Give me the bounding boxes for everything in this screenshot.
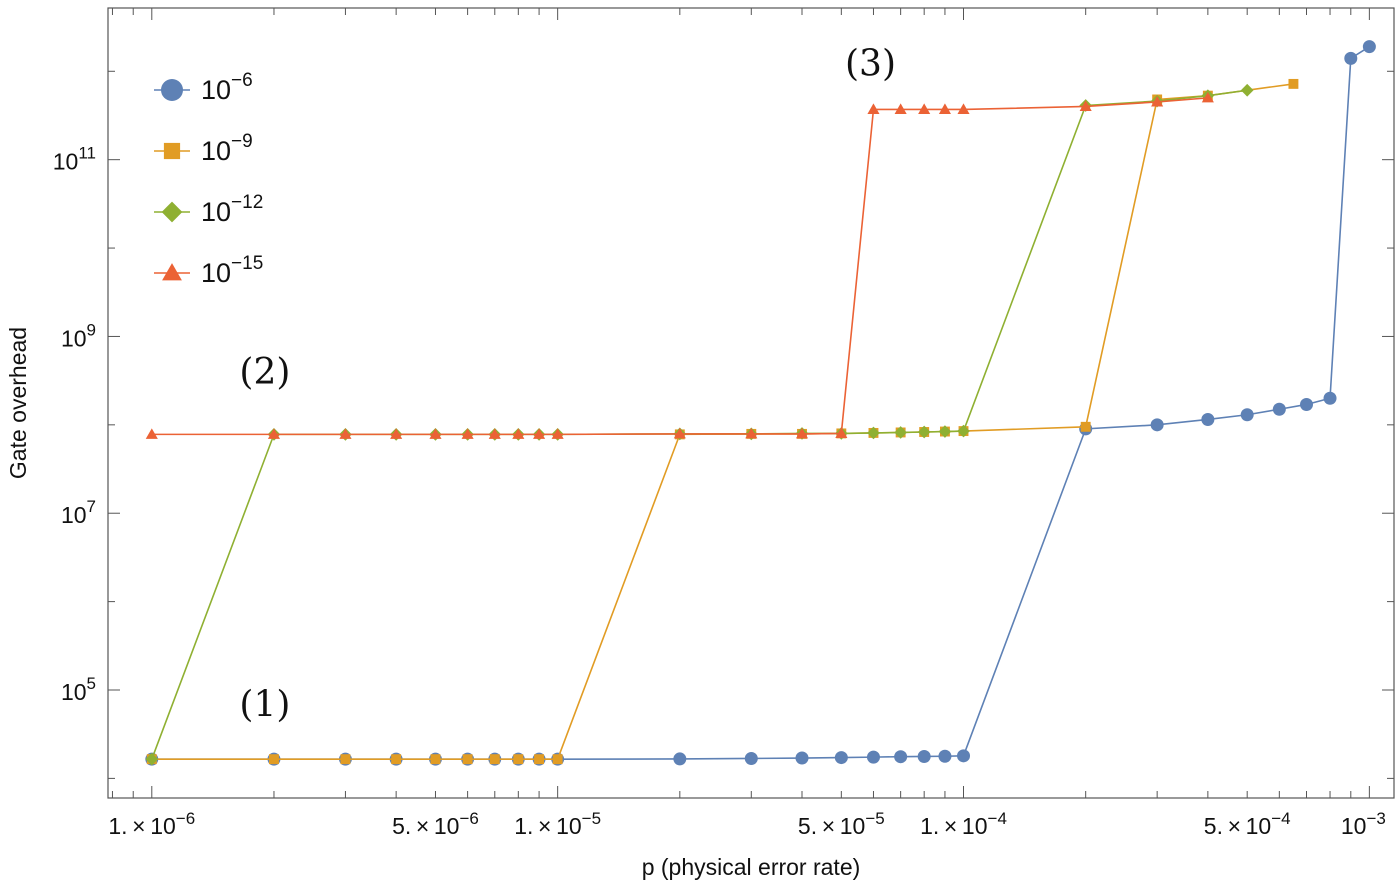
data-point xyxy=(918,103,931,114)
data-point xyxy=(938,103,951,114)
x-tick-label: 5. × 10−4 xyxy=(1204,809,1291,839)
series-1 xyxy=(146,78,1299,765)
data-point xyxy=(145,752,159,766)
annotation-label: (1) xyxy=(239,685,290,726)
data-point xyxy=(673,427,686,439)
x-tick-label: 1. × 10−6 xyxy=(108,809,195,839)
data-point xyxy=(917,425,931,439)
series-line xyxy=(151,97,1208,436)
series-line xyxy=(151,83,1294,760)
data-point xyxy=(430,754,441,765)
axis-ticks: 1. × 10−6 5. × 10−6 1. × 10−5 5. × 10−5 1. ×… xyxy=(53,8,1394,839)
x-axis-title: p (physical error rate) xyxy=(642,854,861,880)
series-0 xyxy=(145,40,1376,766)
data-point xyxy=(673,752,687,766)
data-point xyxy=(1272,402,1286,416)
data-point xyxy=(267,428,281,439)
data-point xyxy=(489,754,500,765)
data-point xyxy=(1240,83,1254,97)
data-point xyxy=(938,749,952,763)
annotation-label: (3) xyxy=(845,43,896,84)
legend-entry: 10−15 xyxy=(154,253,263,288)
data-point xyxy=(894,103,907,114)
legend-marker xyxy=(161,201,183,223)
data-point xyxy=(340,754,351,765)
data-point xyxy=(1288,78,1299,89)
data-point xyxy=(745,427,758,439)
data-point xyxy=(938,425,952,438)
annotation-label: (2) xyxy=(239,352,290,393)
data-point xyxy=(1201,91,1214,103)
data-point xyxy=(551,428,564,439)
y-tick-label: 107 xyxy=(61,497,96,528)
data-point xyxy=(957,103,970,114)
legend-marker xyxy=(162,263,182,281)
x-tick-label: 1. × 10−4 xyxy=(920,809,1007,839)
legend-label: 10−9 xyxy=(201,131,253,166)
data-point xyxy=(1151,95,1164,107)
data-point xyxy=(512,428,525,439)
data-point xyxy=(533,428,546,439)
data-point xyxy=(834,751,848,765)
data-point xyxy=(894,750,908,764)
data-point xyxy=(1362,40,1376,54)
x-tick-label: 10−3 xyxy=(1341,809,1386,839)
data-point xyxy=(1150,418,1164,432)
data-point xyxy=(1240,408,1254,422)
data-point xyxy=(1344,51,1358,65)
legend-entry: 10−6 xyxy=(154,70,253,105)
data-point xyxy=(835,427,848,438)
data-point xyxy=(1299,397,1313,411)
data-point xyxy=(552,754,563,765)
data-point xyxy=(867,426,880,440)
legend-entry: 10−9 xyxy=(154,131,253,166)
plot-frame xyxy=(107,7,1395,799)
data-point xyxy=(1323,391,1337,405)
x-tick-label: 5. × 10−5 xyxy=(798,809,885,839)
legend-label: 10−6 xyxy=(201,70,253,105)
series-layer xyxy=(145,40,1376,766)
y-axis-title: Gate overhead xyxy=(5,327,31,479)
y-tick-label: 105 xyxy=(61,674,96,705)
legend: 10−6 10−9 10−12 10−15 xyxy=(154,70,263,288)
data-point xyxy=(461,428,474,439)
data-point xyxy=(269,754,279,765)
data-point xyxy=(390,428,403,439)
data-point xyxy=(488,428,501,439)
data-point xyxy=(957,749,971,763)
y-tick-label: 109 xyxy=(61,320,96,351)
data-point xyxy=(917,749,931,763)
legend-marker xyxy=(161,79,183,101)
data-point xyxy=(867,103,880,114)
data-point xyxy=(1201,412,1215,426)
data-point xyxy=(957,424,970,438)
y-tick-label: 1011 xyxy=(53,144,96,175)
series-line xyxy=(151,45,1370,760)
data-point xyxy=(462,754,473,765)
data-point xyxy=(795,751,809,765)
data-point xyxy=(391,754,402,765)
data-point xyxy=(145,428,158,439)
data-point xyxy=(795,427,809,439)
annotations: (1) (2) (3) xyxy=(239,43,896,725)
legend-marker xyxy=(163,142,181,160)
data-point xyxy=(339,428,352,439)
data-point xyxy=(1080,421,1091,432)
data-point xyxy=(429,428,442,439)
data-point xyxy=(866,750,880,764)
data-point xyxy=(513,754,524,765)
data-point xyxy=(1079,100,1092,111)
x-tick-label: 1. × 10−5 xyxy=(514,809,601,839)
legend-entry: 10−12 xyxy=(154,192,263,227)
data-point xyxy=(744,751,758,765)
x-tick-label: 5. × 10−6 xyxy=(392,809,479,839)
legend-label: 10−12 xyxy=(201,192,263,227)
data-point xyxy=(894,426,907,439)
data-point xyxy=(534,754,545,765)
series-3 xyxy=(145,91,1214,439)
legend-label: 10−15 xyxy=(201,253,263,288)
